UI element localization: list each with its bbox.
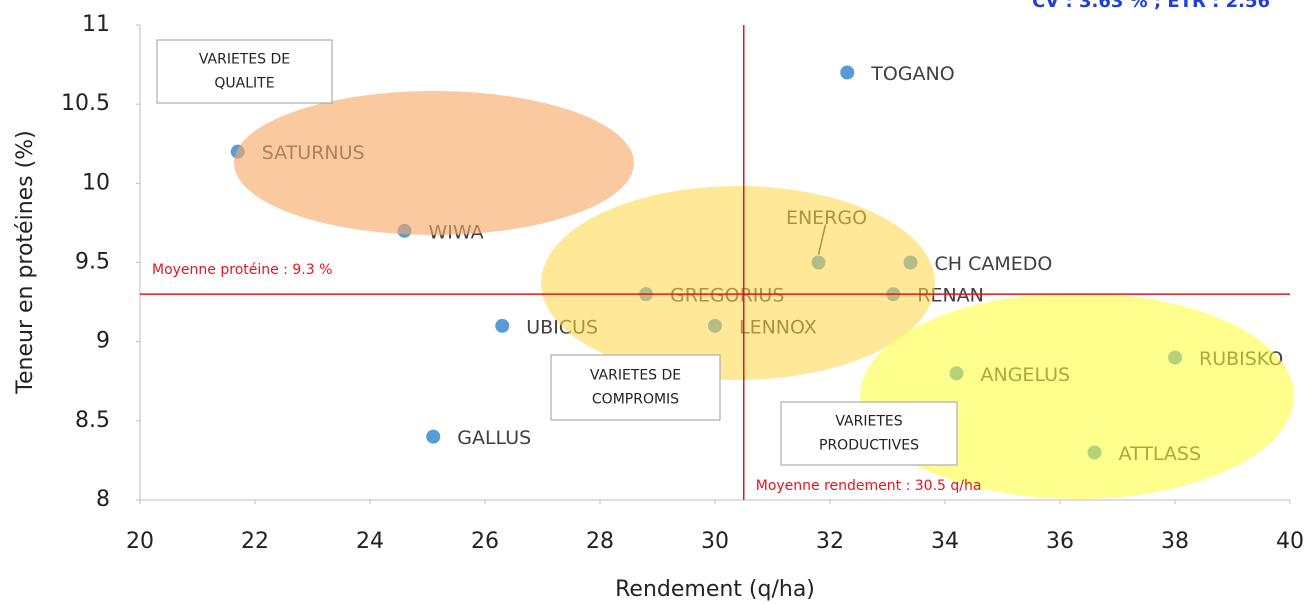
overlay-layer: Moyenne protéine : 9.3 % Moyenne rendemen…: [140, 25, 1290, 500]
x-tick-label: 28: [586, 529, 614, 554]
region-box-text: VARIETES DE: [590, 368, 681, 384]
x-tick-label: 36: [1046, 529, 1074, 554]
x-tick-label: 34: [931, 529, 959, 554]
mean-label: Moyenne protéine : 9.3 %: [152, 262, 332, 278]
x-tick-label: 20: [126, 529, 154, 554]
x-tick-label: 40: [1276, 529, 1304, 554]
region-box: [156, 39, 333, 104]
region-box-text: PRODUCTIVES: [819, 438, 919, 454]
point: [495, 318, 510, 333]
region-quality: [234, 91, 634, 235]
y-tick-label: 8.5: [75, 408, 110, 433]
region-box-text: VARIETES DE: [199, 52, 290, 68]
y-tick-label: 9: [96, 329, 110, 354]
y-tick-label: 10.5: [61, 91, 110, 116]
x-tick-label: 38: [1161, 529, 1189, 554]
region-box-text: QUALITE: [214, 76, 274, 92]
stats-note: CV : 3.63 % ; ETR : 2.56: [1032, 0, 1270, 12]
region-box-text: VARIETES: [835, 414, 902, 430]
y-tick-label: 8: [96, 487, 110, 512]
point-label: CH CAMEDO: [935, 253, 1053, 275]
region-box: [780, 401, 958, 466]
x-tick-label: 32: [816, 529, 844, 554]
y-tick-label: 9.5: [75, 250, 110, 275]
y-tick-label: 10: [82, 170, 110, 195]
x-axis-title: Rendement (q/ha): [615, 577, 815, 602]
point: [840, 65, 855, 80]
region-box: [550, 354, 721, 421]
region-productive: [860, 293, 1294, 499]
x-tick-label: 26: [471, 529, 499, 554]
x-tick-label: 30: [701, 529, 729, 554]
mean-label: Moyenne rendement : 30.5 q/ha: [756, 478, 982, 494]
point-label: GALLUS: [457, 427, 531, 449]
y-tick-label: 11: [82, 12, 110, 37]
region-compromise: [541, 186, 935, 380]
x-tick-label: 22: [241, 529, 269, 554]
x-tick-label: 24: [356, 529, 384, 554]
region-box-text: COMPROMIS: [592, 392, 679, 408]
y-axis-title: Teneur en protéines (%): [13, 130, 38, 394]
point-label: TOGANO: [870, 63, 954, 85]
point: [426, 429, 441, 444]
